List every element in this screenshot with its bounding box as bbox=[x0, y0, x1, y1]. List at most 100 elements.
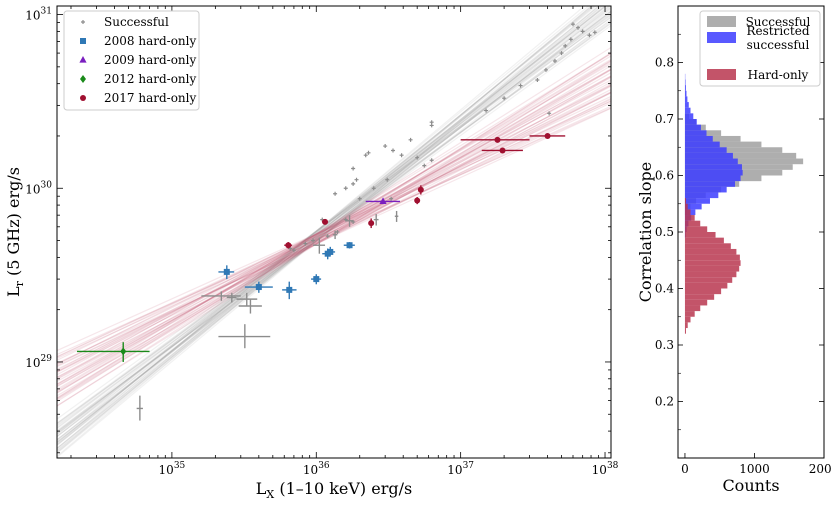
2008-hard-only-marker bbox=[286, 286, 293, 293]
hist-legend-label-line: Hard-only bbox=[748, 68, 809, 82]
successful-fit-line bbox=[57, 6, 605, 449]
hard-only-fit-line bbox=[57, 105, 611, 359]
successful-marker bbox=[422, 163, 427, 168]
hist-y-axis-label: Correlation slope bbox=[636, 162, 655, 303]
successful-fit-line bbox=[57, 7, 611, 434]
legend-label-2008-hard-only: 2008 hard-only bbox=[104, 34, 197, 48]
hist-bar-hard-only bbox=[684, 198, 686, 204]
successful-fit-line bbox=[57, 6, 602, 438]
histogram-bars bbox=[684, 73, 804, 334]
successful-marker bbox=[343, 186, 348, 191]
2012-hard-only-marker bbox=[120, 347, 127, 356]
hard-only-fit-line bbox=[57, 68, 611, 380]
successful-marker bbox=[484, 108, 489, 113]
data-points bbox=[76, 22, 597, 421]
successful-marker bbox=[333, 191, 338, 196]
successful-fit-line bbox=[57, 6, 595, 446]
hist-bar-restricted-successful bbox=[684, 198, 710, 204]
successful-marker bbox=[592, 30, 597, 35]
hard-only-fit-line bbox=[57, 100, 611, 368]
successful-marker bbox=[518, 83, 523, 88]
hard-only-fit-line bbox=[57, 58, 611, 392]
successful-marker bbox=[570, 22, 575, 27]
x-tick-label-exponent: 35 bbox=[174, 461, 186, 471]
hist-y-tick-label: 0.8 bbox=[655, 56, 674, 70]
successful-fit-line bbox=[57, 6, 603, 454]
successful-fit-line bbox=[57, 6, 590, 447]
successful-fit-line bbox=[57, 13, 611, 434]
hist-bar-restricted-successful bbox=[684, 107, 691, 114]
successful-fit-line bbox=[57, 8, 611, 446]
hard-only-fit-line bbox=[57, 52, 611, 394]
2017-hard-only-marker bbox=[322, 218, 329, 225]
hist-bar-hard-only bbox=[684, 299, 708, 306]
legend-2009-hard-only-marker bbox=[79, 56, 87, 63]
hist-bar-hard-only bbox=[684, 328, 686, 334]
successful-marker bbox=[543, 67, 548, 72]
hist-bar-hard-only bbox=[684, 232, 716, 238]
2008-hard-only-marker bbox=[313, 276, 320, 283]
legend-successful-marker bbox=[81, 20, 85, 24]
2008-hard-only-marker bbox=[223, 268, 230, 275]
hist-bar-restricted-successful bbox=[684, 124, 701, 131]
legend-2008-hard-only-marker bbox=[80, 38, 86, 44]
x-tick-label-exponent: 36 bbox=[318, 461, 330, 471]
hist-bar-successful bbox=[684, 152, 797, 159]
2009-hard-only-marker bbox=[379, 197, 387, 205]
successful-marker bbox=[363, 153, 368, 158]
x-tick-label-mantissa: 10 bbox=[303, 463, 318, 477]
fit-line-bundles bbox=[57, 6, 611, 458]
hard-only-fit-line bbox=[57, 60, 611, 407]
hist-bar-restricted-successful bbox=[684, 147, 727, 153]
successful-marker bbox=[383, 144, 388, 149]
hard-only-fit-line bbox=[57, 85, 611, 380]
2017-hard-only-marker bbox=[414, 197, 421, 204]
x-tick-label-exponent: 38 bbox=[607, 461, 619, 471]
hard-only-fit-line bbox=[57, 65, 611, 401]
hist-bar-hard-only bbox=[684, 260, 741, 266]
successful-fit-line bbox=[57, 6, 597, 441]
hist-x-tick-label: 1000 bbox=[739, 462, 770, 476]
legend-2012-hard-only-marker bbox=[80, 75, 86, 83]
hist-bar-restricted-successful bbox=[684, 175, 741, 182]
x-tick-label-mantissa: 10 bbox=[159, 463, 174, 477]
hist-bar-hard-only bbox=[684, 237, 724, 244]
hist-bar-restricted-successful bbox=[684, 192, 719, 199]
successful-fit-line bbox=[57, 6, 596, 445]
y-tick-label-exponent: 30 bbox=[41, 180, 53, 190]
legend-2017-hard-only-marker bbox=[80, 95, 86, 101]
x-tick-label-mantissa: 10 bbox=[592, 463, 607, 477]
legend-label-successful: Successful bbox=[104, 15, 169, 29]
2008-hard-only-marker bbox=[327, 248, 334, 255]
successful-marker bbox=[559, 51, 564, 56]
successful-fit-line bbox=[57, 6, 611, 429]
hist-bar-restricted-successful bbox=[684, 90, 687, 97]
hard-only-fit-line bbox=[57, 76, 611, 385]
hist-bar-hard-only bbox=[684, 271, 737, 278]
hist-bar-successful bbox=[684, 147, 783, 153]
hard-only-fit-line bbox=[57, 68, 611, 394]
successful-marker bbox=[311, 238, 316, 243]
hard-only-fit-line bbox=[57, 55, 611, 399]
hist-bar-restricted-successful bbox=[684, 164, 742, 170]
successful-fit-line bbox=[57, 12, 611, 429]
successful-marker bbox=[325, 234, 330, 239]
successful-marker bbox=[535, 77, 540, 82]
successful-fit-line bbox=[57, 6, 603, 444]
successful-fit-line bbox=[57, 18, 611, 437]
hist-bar-restricted-successful bbox=[684, 186, 727, 193]
hist-bar-restricted-successful bbox=[684, 181, 736, 187]
successful-marker bbox=[547, 111, 552, 116]
hard-only-fit-line bbox=[57, 84, 611, 366]
hist-bar-restricted-successful bbox=[684, 102, 689, 108]
hard-only-fit-line bbox=[57, 84, 611, 382]
successful-marker bbox=[552, 59, 557, 64]
x-tick-label: 1038 bbox=[592, 461, 619, 477]
y-tick-label: 1029 bbox=[25, 354, 52, 370]
hist-bar-restricted-successful bbox=[684, 169, 743, 176]
successful-fit-line bbox=[57, 11, 611, 435]
hist-y-tick-label: 0.7 bbox=[655, 112, 674, 126]
